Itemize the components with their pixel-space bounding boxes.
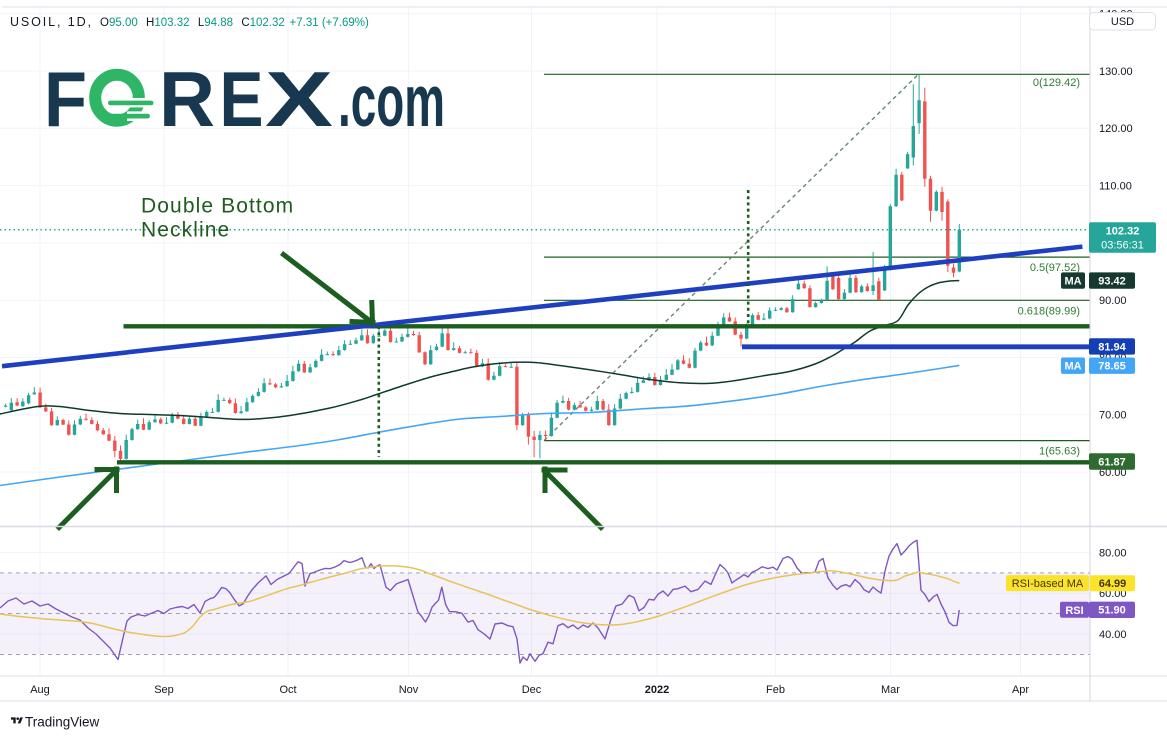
svg-text:78.65: 78.65 [1098,361,1126,373]
svg-text:130.00: 130.00 [1099,66,1133,78]
svg-text:Feb: Feb [766,684,785,696]
svg-text:RSI-based MA: RSI-based MA [1012,578,1084,590]
svg-text:81.94: 81.94 [1098,341,1126,353]
svg-text:70.00: 70.00 [1099,410,1127,422]
svg-text:E: E [220,55,264,143]
svg-text:120.00: 120.00 [1099,123,1133,135]
svg-text:110.00: 110.00 [1099,180,1132,192]
svg-text:80.00: 80.00 [1099,547,1127,559]
svg-text:0.5(97.52): 0.5(97.52) [1030,262,1080,274]
svg-text:64.99: 64.99 [1099,578,1127,590]
svg-text:0(129.42): 0(129.42) [1033,77,1080,89]
svg-text:Sep: Sep [154,684,174,696]
svg-text:USD: USD [1111,16,1134,28]
svg-text:X: X [265,55,333,143]
svg-text:1(65.63): 1(65.63) [1039,445,1080,457]
svg-text:USOIL, 1D,: USOIL, 1D, [10,15,93,29]
svg-text:03:56:31: 03:56:31 [1101,240,1144,252]
svg-text:MA: MA [1064,276,1081,288]
svg-text:F: F [44,55,87,143]
svg-text:Double Bottom: Double Bottom [141,195,294,218]
svg-text:0.618(89.99): 0.618(89.99) [1018,305,1080,317]
svg-text:Neckline: Neckline [141,219,230,242]
svg-text:MA: MA [1064,361,1081,373]
svg-text:40.00: 40.00 [1099,629,1127,641]
svg-text:2022: 2022 [645,684,669,696]
svg-text:61.87: 61.87 [1098,456,1126,468]
svg-text:102.32: 102.32 [1106,225,1140,237]
svg-text:Mar: Mar [881,684,900,696]
svg-text:93.42: 93.42 [1098,276,1126,288]
svg-text:Oct: Oct [279,684,296,696]
svg-text:Apr: Apr [1012,684,1029,696]
svg-text:60.00: 60.00 [1099,467,1127,479]
svg-text:51.90: 51.90 [1098,605,1126,617]
svg-text:RSI: RSI [1065,605,1083,617]
svg-text:R: R [159,55,215,143]
svg-text:Aug: Aug [30,684,50,696]
svg-text:TradingView: TradingView [25,715,100,730]
svg-text:Nov: Nov [399,684,419,696]
svg-text:Dec: Dec [522,684,542,696]
svg-text:.com: .com [338,61,445,142]
svg-text:90.00: 90.00 [1099,295,1127,307]
